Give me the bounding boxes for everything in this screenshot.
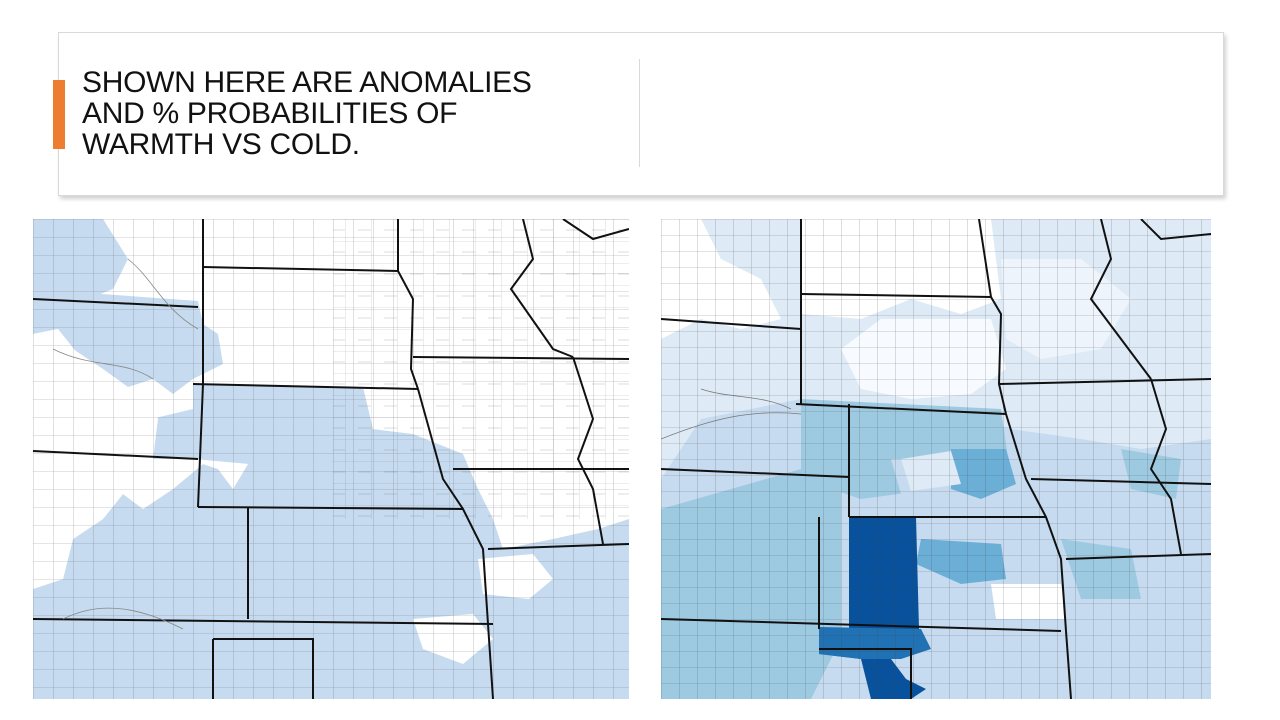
rivers [52, 258, 199, 630]
slide-title: SHOWN HERE ARE ANOMALIES AND % PROBABILI… [82, 67, 602, 160]
anomaly-map-graphic [33, 219, 629, 699]
probability-map-graphic [661, 219, 1211, 699]
title-line-3: WARMTH VS COLD. [82, 128, 360, 161]
probability-map [661, 219, 1211, 699]
anomaly-map [33, 219, 629, 699]
state-boundaries-right [661, 219, 1211, 699]
title-line-2: AND % PROBABILITIES OF [82, 97, 458, 130]
title-box: SHOWN HERE ARE ANOMALIES AND % PROBABILI… [53, 32, 1224, 196]
accent-bar [53, 80, 65, 149]
title-line-1: SHOWN HERE ARE ANOMALIES [82, 66, 532, 99]
title-divider [639, 59, 640, 167]
rivers-right [661, 388, 802, 440]
state-boundaries [33, 219, 629, 699]
